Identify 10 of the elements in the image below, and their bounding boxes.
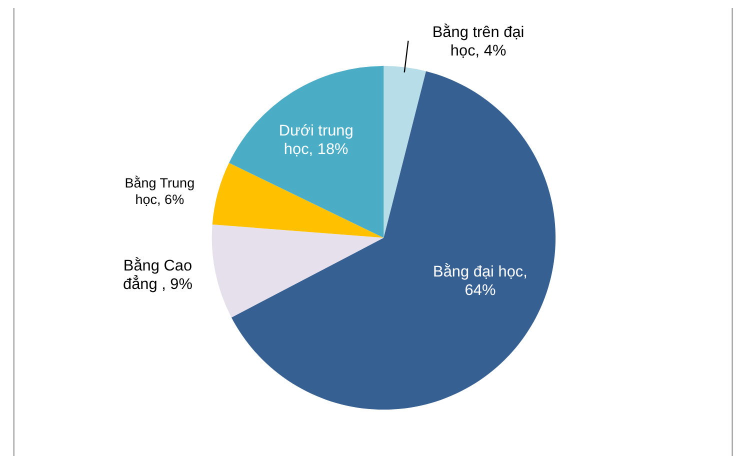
slice-label: Bằng Trung học, 6%	[124, 176, 195, 207]
pie-slice	[231, 71, 556, 410]
slice-label: Bằng đại học, 64%	[433, 262, 528, 299]
slice-label: Bằng Cao đẳng , 9%	[122, 256, 193, 294]
pie-slice	[229, 66, 384, 238]
pie-slice	[212, 162, 384, 238]
slice-label: Bằng trên đại học, 4%	[432, 22, 524, 60]
pie-slice	[212, 224, 384, 318]
pie-slice	[384, 66, 426, 238]
slice-label: Dưới trung học, 18%	[278, 122, 354, 158]
